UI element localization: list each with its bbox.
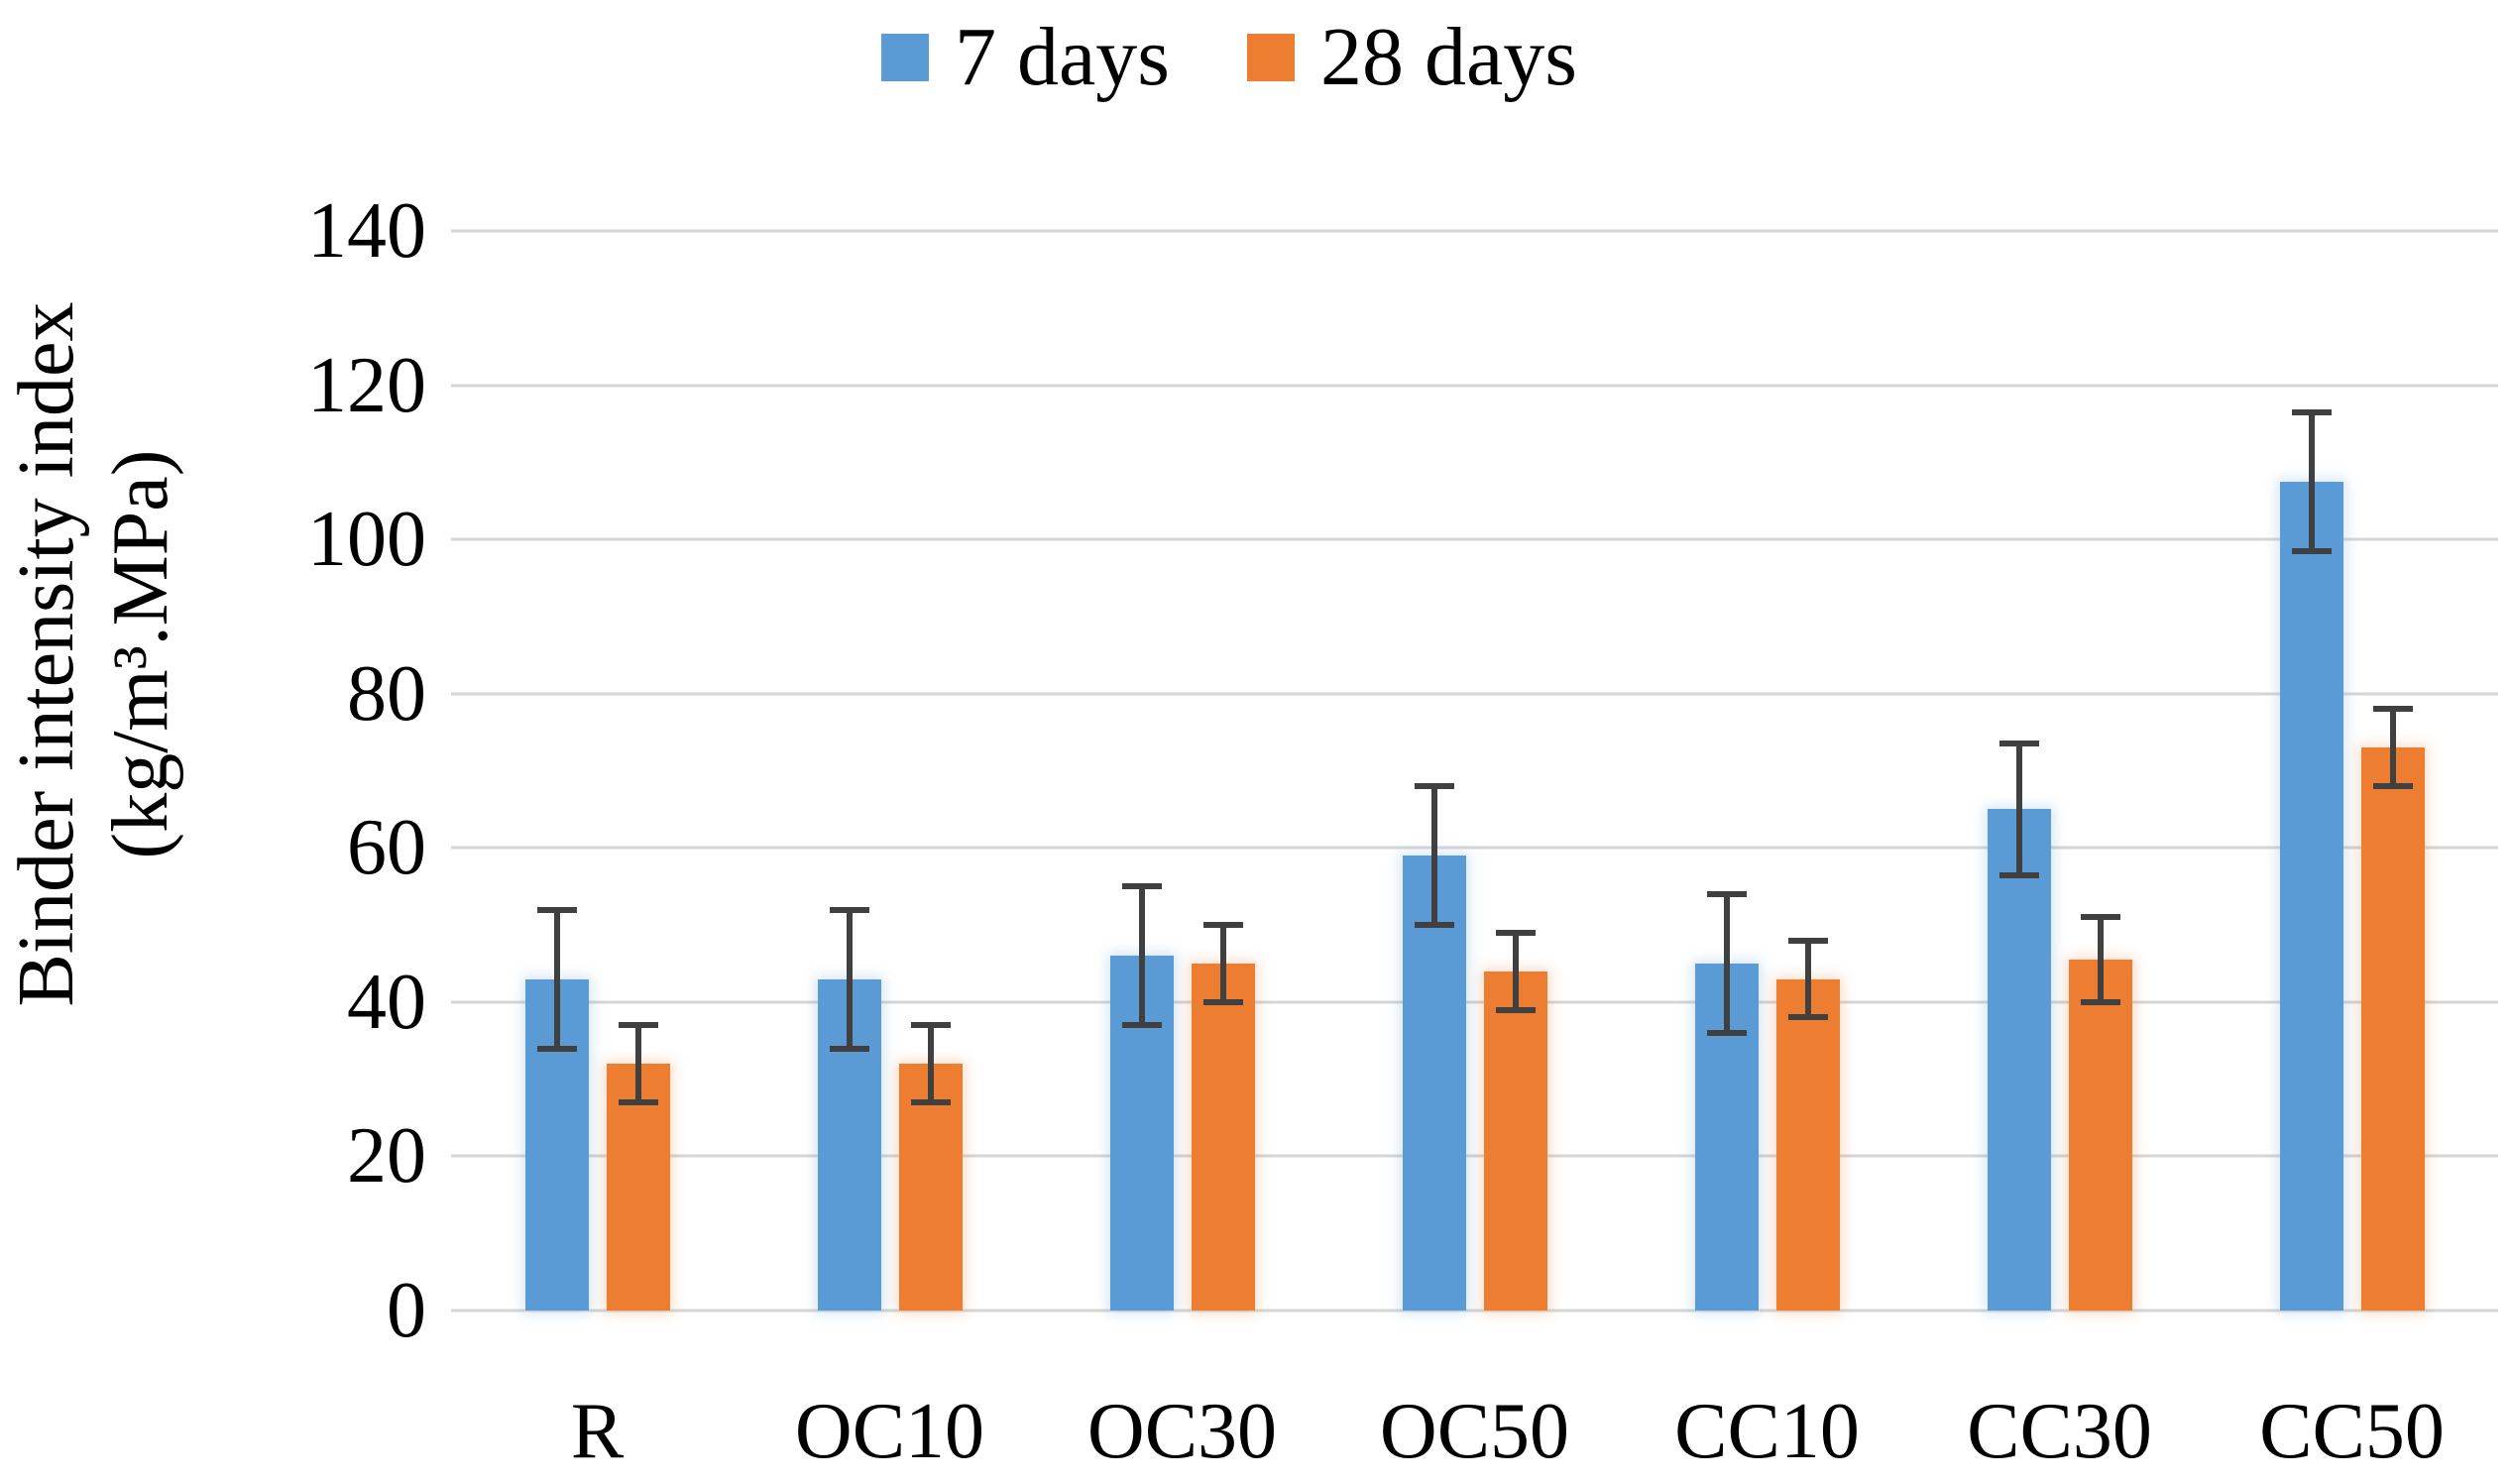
error-cap-bottom-OC10 — [829, 1045, 869, 1052]
y-tick-label-100: 100 — [307, 496, 426, 584]
error-cap-bottom-CC50 — [2372, 783, 2413, 790]
error-cap-bottom-OC10 — [910, 1098, 951, 1105]
y-tick-label-0: 0 — [387, 1267, 426, 1354]
error-bar-OC10-7-days — [846, 909, 853, 1049]
error-cap-top-OC10 — [829, 906, 869, 913]
legend-swatch-28-days — [1247, 34, 1295, 81]
y-tick-label-60: 60 — [347, 804, 426, 892]
gridline-120 — [451, 384, 2498, 388]
error-cap-top-R — [618, 1022, 658, 1029]
y-tick-label-120: 120 — [307, 341, 426, 429]
bar-28-days-CC50 — [2360, 747, 2425, 1311]
error-cap-bottom-OC50 — [1495, 1006, 1536, 1013]
error-bar-OC50-28-days — [1512, 932, 1519, 1010]
y-tick-label-40: 40 — [347, 958, 426, 1046]
error-bar-R-7-days — [553, 909, 560, 1049]
error-cap-bottom-R — [618, 1098, 658, 1105]
gridline-40 — [451, 1000, 2498, 1004]
legend-item-7-days: 7 days — [881, 11, 1170, 103]
error-cap-top-OC10 — [910, 1022, 951, 1029]
error-cap-top-OC50 — [1495, 929, 1536, 936]
legend-swatch-7-days — [881, 34, 930, 81]
bar-28-days-OC50 — [1483, 970, 1547, 1311]
error-bar-OC10-28-days — [927, 1025, 934, 1102]
error-cap-bottom-CC30 — [1998, 871, 2039, 878]
error-cap-bottom-OC30 — [1121, 1022, 1162, 1029]
y-tick-label-140: 140 — [307, 187, 426, 275]
error-bar-OC30-28-days — [1219, 925, 1226, 1002]
gridline-100 — [451, 537, 2498, 541]
bar-28-days-CC10 — [1775, 978, 1840, 1311]
gridline-60 — [451, 846, 2498, 850]
error-bar-CC50-7-days — [2308, 411, 2315, 551]
x-axis-label-CC10: CC10 — [1674, 1388, 1860, 1475]
legend-item-28-days: 28 days — [1247, 11, 1577, 103]
x-axis-label-OC30: OC30 — [1086, 1388, 1278, 1475]
x-axis-label-CC50: CC50 — [2259, 1388, 2445, 1475]
error-cap-top-CC30 — [2080, 914, 2120, 921]
x-axis-label-OC50: OC50 — [1379, 1388, 1570, 1475]
error-cap-top-OC30 — [1121, 883, 1162, 890]
error-cap-top-R — [536, 906, 577, 913]
gridline-80 — [451, 692, 2498, 696]
error-cap-top-CC50 — [2372, 706, 2413, 713]
legend: 7 days 28 days — [881, 11, 1577, 103]
error-bar-CC30-7-days — [2015, 743, 2022, 875]
x-axis-label-R: R — [570, 1388, 625, 1475]
error-bar-R-28-days — [634, 1025, 641, 1102]
bar-28-days-OC30 — [1191, 963, 1255, 1311]
legend-label-28-days: 28 days — [1320, 11, 1577, 103]
error-cap-bottom-OC30 — [1202, 998, 1243, 1005]
gridline-20 — [451, 1154, 2498, 1158]
error-bar-CC10-7-days — [1723, 893, 1730, 1033]
error-cap-bottom-CC10 — [1787, 1014, 1828, 1021]
error-bar-CC10-28-days — [1804, 940, 1811, 1018]
error-cap-top-CC10 — [1706, 890, 1747, 897]
legend-label-7-days: 7 days — [955, 11, 1170, 103]
error-cap-top-OC30 — [1202, 922, 1243, 929]
error-cap-top-OC50 — [1414, 783, 1454, 790]
x-axis-label-OC10: OC10 — [794, 1388, 985, 1475]
error-bar-CC30-28-days — [2097, 917, 2104, 1002]
error-bar-CC50-28-days — [2389, 709, 2396, 787]
x-axis-label-CC30: CC30 — [1967, 1388, 2152, 1475]
y-tick-label-20: 20 — [347, 1112, 426, 1200]
bar-7-days-OC50 — [1402, 856, 1466, 1311]
error-bar-OC50-7-days — [1430, 786, 1437, 926]
error-cap-top-CC10 — [1787, 937, 1828, 944]
y-tick-label-80: 80 — [347, 649, 426, 738]
bar-28-days-CC30 — [2068, 960, 2132, 1311]
error-cap-bottom-R — [536, 1045, 577, 1052]
error-cap-bottom-CC30 — [2080, 998, 2120, 1005]
error-cap-top-CC50 — [2291, 408, 2332, 415]
gridline-0 — [451, 1309, 2498, 1313]
error-cap-top-CC30 — [1998, 741, 2039, 747]
bar-7-days-CC30 — [1987, 809, 2051, 1311]
gridline-140 — [451, 229, 2498, 233]
error-bar-OC30-7-days — [1138, 886, 1145, 1026]
bar-7-days-CC50 — [2279, 481, 2343, 1311]
error-cap-bottom-CC10 — [1706, 1029, 1747, 1036]
error-cap-bottom-OC50 — [1414, 922, 1454, 929]
error-cap-bottom-CC50 — [2291, 547, 2332, 554]
